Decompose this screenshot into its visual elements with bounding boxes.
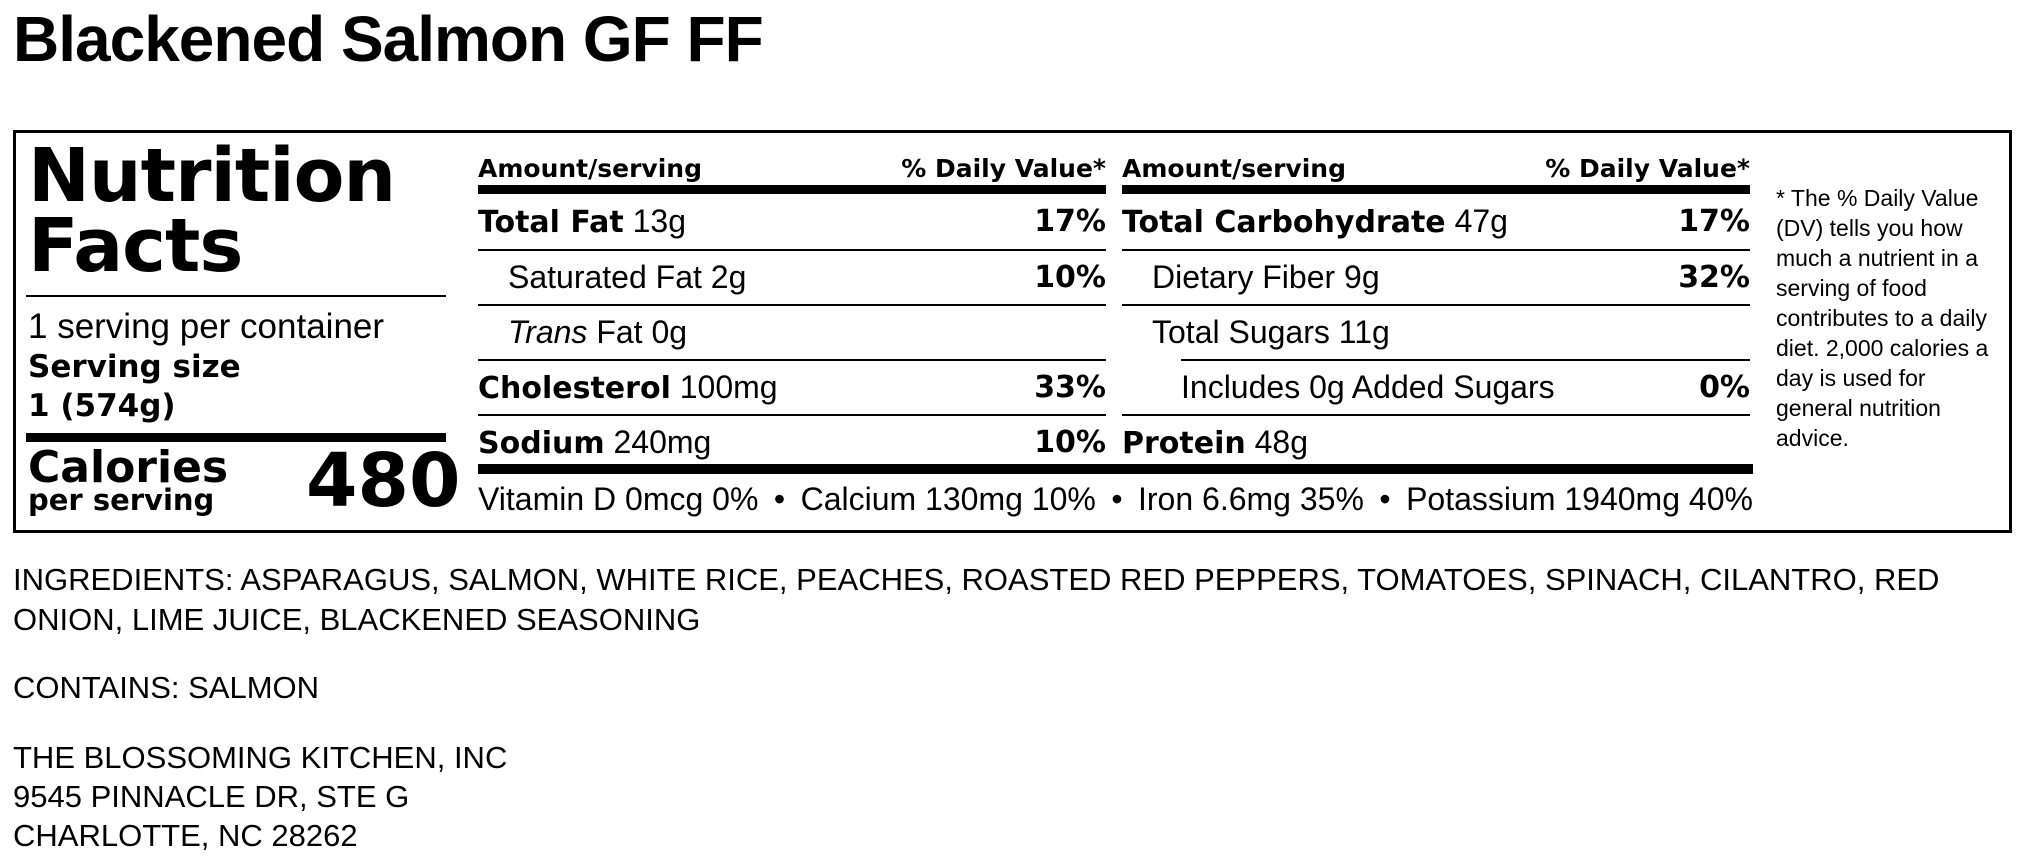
nutrition-label: Nutrition Facts 1 serving per container … <box>13 130 2012 533</box>
nutrient-amount: 100mg <box>679 369 778 405</box>
calories-label: Calories <box>28 442 229 493</box>
nutrient-column: Amount/serving % Daily Value* Total Fat 13… <box>478 147 1106 469</box>
nutrient-amount: 47g <box>1454 203 1508 239</box>
per-serving: per serving <box>28 483 215 517</box>
separator: • <box>1379 481 1391 517</box>
nutrient-name: Includes 0g Added Sugars <box>1181 369 1555 405</box>
nutrient: Includes 0g Added Sugars <box>1181 369 1555 406</box>
contains: CONTAINS: SALMON <box>13 670 320 705</box>
nutrient-name: Cholesterol <box>478 371 671 406</box>
header-amount: Amount/serving <box>1122 154 1346 183</box>
nutrient-row: Includes 0g Added Sugars 0% <box>1181 359 1750 414</box>
rule <box>478 185 1106 194</box>
nutrient-name: Total Sugars <box>1152 314 1330 350</box>
header-dv: % Daily Value* <box>901 154 1106 183</box>
nutrient: Cholesterol 100mg <box>478 369 778 406</box>
label-heading: Nutrition Facts <box>28 133 396 289</box>
rule <box>478 464 1753 474</box>
nutrient: Sodium 240mg <box>478 424 711 461</box>
nutrient-italic: Trans <box>508 314 588 350</box>
nutrient-amount: 9g <box>1344 259 1380 295</box>
nutrient-row: Total Fat 13g 17% <box>478 194 1106 249</box>
nutrient-dv: 33% <box>1034 370 1106 405</box>
nutrient-amount: 11g <box>1338 314 1390 350</box>
nutrient-dv: 17% <box>1034 204 1106 239</box>
nutrient: Saturated Fat 2g <box>508 259 746 296</box>
header-amount: Amount/serving <box>478 154 702 183</box>
nutrient-amount: 240mg <box>613 424 712 460</box>
nutrient-amount: 48g <box>1254 424 1309 460</box>
nutrient-row: Saturated Fat 2g 10% <box>478 249 1106 304</box>
rule <box>26 295 446 297</box>
nutrient-row: Trans Fat 0g <box>478 304 1106 359</box>
column-header: Amount/serving % Daily Value* <box>1122 147 1750 183</box>
nutrient-name: Total Fat <box>478 205 624 240</box>
address-line: THE BLOSSOMING KITCHEN, INC <box>13 740 508 775</box>
rule <box>1122 185 1750 194</box>
vitamin: Potassium 1940mg 40% <box>1406 481 1753 517</box>
serving-size-label: Serving size <box>28 349 241 385</box>
nutrient-dv: 10% <box>1034 425 1106 460</box>
nutrient: Trans Fat 0g <box>508 314 687 351</box>
nutrient-name: Fat <box>596 314 643 350</box>
nutrient-dv: 0% <box>1699 370 1750 405</box>
separator: • <box>1111 481 1123 517</box>
servings: 1 serving per container <box>28 307 385 346</box>
footnote: * The % Daily Value (DV) tells you how m… <box>1776 185 1989 451</box>
nutrient-row: Sodium 240mg 10% <box>478 414 1106 469</box>
vitamin: Calcium 130mg 10% <box>800 481 1096 517</box>
nutrient-row: Protein 48g <box>1122 414 1750 469</box>
nutrient-dv: 32% <box>1678 260 1750 295</box>
nutrient-name: Dietary Fiber <box>1152 259 1336 295</box>
nutrient-name: Total Carbohydrate <box>1122 205 1446 240</box>
nutrient-name: Sodium <box>478 426 605 461</box>
vitamin: Iron 6.6mg 35% <box>1138 481 1364 517</box>
nutrient: Total Sugars 11g <box>1152 314 1390 351</box>
calories-value: 480 <box>306 438 461 524</box>
address-line: CHARLOTTE, NC 28262 <box>13 818 358 853</box>
nutrient-amount: 13g <box>632 203 687 239</box>
nutrient-amount: 0g <box>651 314 688 350</box>
rows: Total Carbohydrate 47g 17% Dietary Fiber 9… <box>1122 194 1750 469</box>
nutrient: Protein 48g <box>1122 424 1308 461</box>
rows: Total Fat 13g 17% Saturated Fat 2g 10% Trans… <box>478 194 1106 469</box>
vitamin: Vitamin D 0mcg 0% <box>478 481 759 517</box>
nutrient-amount: 2g <box>710 259 747 295</box>
nutrient-row: Cholesterol 100mg 33% <box>478 359 1106 414</box>
nutrient: Total Carbohydrate 47g <box>1122 203 1508 240</box>
nutrient-dv: 17% <box>1678 204 1750 239</box>
nutrient-name: Protein <box>1122 426 1246 461</box>
separator: • <box>773 481 786 517</box>
nutrient-row: Dietary Fiber 9g 32% <box>1122 249 1750 304</box>
address-line: 9545 PINNACLE DR, STE G <box>13 779 410 814</box>
nutrient-dv: 10% <box>1034 260 1106 295</box>
nutrient-column: Amount/serving % Daily Value* Total Carboh… <box>1122 147 1750 469</box>
ingredients: INGREDIENTS: ASPARAGUS, SALMON, WHITE RI… <box>13 562 1940 637</box>
header-dv: % Daily Value* <box>1545 154 1750 183</box>
rule <box>26 433 446 442</box>
nutrient-row: Total Carbohydrate 47g 17% <box>1122 194 1750 249</box>
nutrient-name: Saturated Fat <box>508 259 702 295</box>
nutrient: Dietary Fiber 9g <box>1152 259 1380 296</box>
column-header: Amount/serving % Daily Value* <box>478 147 1106 183</box>
vitamins: Vitamin D 0mcg 0% • Calcium 130mg 10% • Iron… <box>478 481 1753 518</box>
serving-size: 1 (574g) <box>28 388 176 424</box>
nutrient-row: Total Sugars 11g <box>1122 304 1750 359</box>
nutrient: Total Fat 13g <box>478 203 686 240</box>
product-title: Blackened Salmon GF FF <box>13 3 764 75</box>
